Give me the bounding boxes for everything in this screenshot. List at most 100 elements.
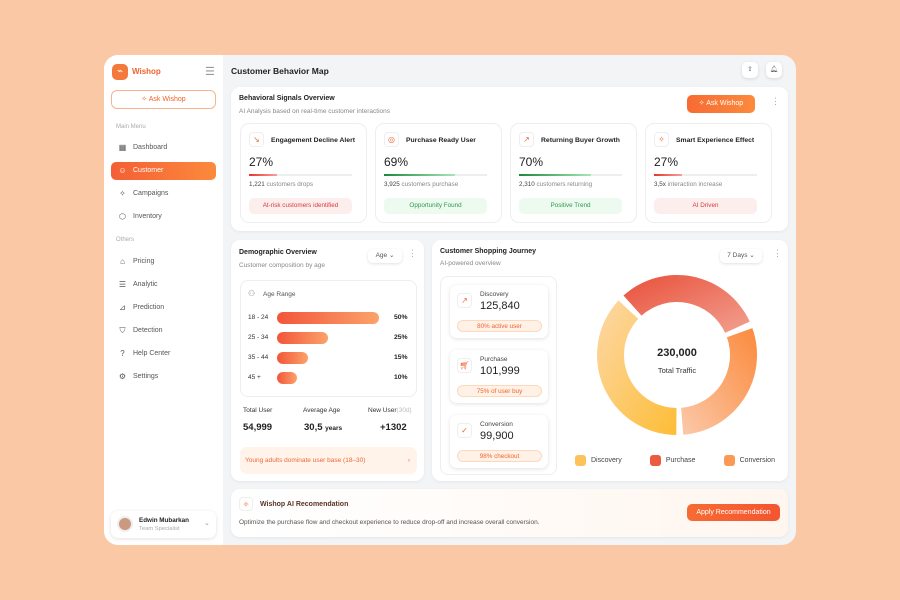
donut-segment-conversion <box>681 328 757 435</box>
shield-icon: ⛉ <box>119 326 126 335</box>
recommendation-panel: ✧ Wishop AI Recomendation Optimize the p… <box>231 489 788 537</box>
signal-card[interactable]: ✧ Smart Experience Effect 27% 3,5x inter… <box>645 123 772 223</box>
sparkle-icon: ✧ <box>119 189 126 198</box>
sidebar-item-customer[interactable]: ☺ Customer <box>111 162 216 180</box>
signal-title: Purchase Ready User <box>406 137 476 144</box>
gear-icon: ⚙ <box>118 372 127 381</box>
more-icon[interactable]: ⋮ <box>773 248 782 258</box>
signal-badge: At-risk customers identified <box>249 198 352 214</box>
signals-panel: Behavioral Signals Overview AI Analysis … <box>231 87 788 231</box>
average-age-label: Average Age <box>303 407 341 414</box>
signal-card[interactable]: ◎ Purchase Ready User 69% 3,925 customer… <box>375 123 502 223</box>
signal-progress <box>519 174 622 176</box>
chart-legend: Discovery Purchase Conversion <box>575 455 775 466</box>
user-profile[interactable]: Edwin Mubarkan Team Specialist ⌄ <box>111 511 216 538</box>
sidebar-item-dashboard[interactable]: ▦ Dashboard <box>111 139 216 157</box>
donut-center-value: 230,000 <box>657 347 697 359</box>
sidebar-item-campaigns[interactable]: ✧ Campaigns <box>111 185 216 203</box>
target-icon: ◎ <box>384 132 399 147</box>
age-bar <box>277 332 328 344</box>
more-icon[interactable]: ⋮ <box>771 96 780 106</box>
signal-progress <box>654 174 757 176</box>
signal-card[interactable]: ↘ Engagement Decline Alert 27% 1,221 cus… <box>240 123 367 223</box>
signals-title: Behavioral Signals Overview <box>239 95 335 102</box>
avatar <box>117 516 133 532</box>
age-pct: 25% <box>394 334 408 341</box>
more-icon[interactable]: ⋮ <box>408 248 417 258</box>
page-title: Customer Behavior Map <box>231 66 329 76</box>
users-icon: ⚇ <box>248 289 256 298</box>
signal-desc: 1,221 customers drops <box>249 181 314 188</box>
box-icon: ⬡ <box>119 212 126 221</box>
journey-title: Customer Shopping Journey <box>440 248 537 255</box>
sidebar-item-inventory[interactable]: ⬡ Inventory <box>111 208 216 226</box>
signal-badge: AI Driven <box>654 198 757 214</box>
demographic-insight[interactable]: Young adults dominate user base (18–30) › <box>240 447 417 474</box>
sparkle-icon: ✧ <box>654 132 669 147</box>
sidebar-item-detection[interactable]: ⛉ Detection <box>111 322 216 340</box>
signal-badge: Positive Trend <box>519 198 622 214</box>
age-label: 18 - 24 <box>248 314 269 321</box>
ask-wishop-button[interactable]: ✧ Ask Wishop <box>687 95 755 113</box>
signal-desc: 3,5x interaction increase <box>654 181 723 188</box>
journey-step-conversion[interactable]: ✓ Conversion 99,900 98% checkout <box>450 415 548 468</box>
age-range-box: ⚇ Age Range 18 - 24 50% 25 - 34 25% 35 - 44 1… <box>240 280 417 397</box>
user-role: Team Specialist <box>139 526 180 532</box>
recommendation-title: Wishop AI Recomendation <box>260 501 349 508</box>
sidebar-item-pricing[interactable]: ⌂ Pricing <box>111 253 216 271</box>
donut-segment-discovery <box>597 300 677 435</box>
user-name: Edwin Mubarkan <box>139 517 190 524</box>
sidebar-item-analytic[interactable]: ☰ Analytic <box>111 276 216 294</box>
signal-value: 27% <box>249 155 274 169</box>
check-icon: ✓ <box>457 423 472 438</box>
demographic-subtitle: Customer composition by age <box>239 262 325 269</box>
age-pct: 50% <box>394 314 408 321</box>
demographic-panel: Demographic Overview Customer compositio… <box>231 240 424 481</box>
legend-item-purchase: Purchase <box>649 455 695 466</box>
total-user-label: Total User <box>243 407 273 414</box>
traffic-donut-chart <box>597 275 757 435</box>
signals-subtitle: AI Analysis based on real-time customer … <box>239 108 391 115</box>
cart-icon: 🛒︎ <box>457 358 472 373</box>
journey-steps: ↗ Discovery 125,840 80% active user 🛒︎ P… <box>440 276 557 475</box>
age-bar <box>277 352 308 364</box>
app-window: ⌁ Wishop ☰ ✧ Ask Wishop Main Menu ▦ Dashb… <box>104 55 796 545</box>
recommendation-text: Optimize the purchase flow and checkout … <box>239 519 540 526</box>
export-icon[interactable]: ⇪ <box>742 62 758 78</box>
others-label: Others <box>116 237 135 243</box>
apply-recommendation-button[interactable]: Apply Recommendation <box>687 504 780 521</box>
period-dropdown[interactable]: 7 Days ⌄ <box>720 249 762 263</box>
signal-title: Returning Buyer Growth <box>541 137 620 144</box>
bell-icon[interactable]: 🔔︎ <box>766 62 782 78</box>
trend-down-icon: ↘ <box>249 132 264 147</box>
wishop-logo-icon: ⌁ <box>112 64 128 80</box>
signal-value: 70% <box>519 155 544 169</box>
signal-card[interactable]: ↗ Returning Buyer Growth 70% 2,310 custo… <box>510 123 637 223</box>
average-age-value: 30,5 years <box>304 422 343 433</box>
age-pct: 10% <box>394 374 408 381</box>
step-note: 98% checkout <box>457 450 542 462</box>
sidebar-item-help-center[interactable]: ? Help Center <box>111 345 216 363</box>
total-user-value: 54,999 <box>243 422 273 433</box>
journey-step-discovery[interactable]: ↗ Discovery 125,840 80% active user <box>450 285 548 338</box>
sidebar-item-prediction[interactable]: ⊿ Prediction <box>111 299 216 317</box>
donut-center-label: Total Traffic <box>657 366 697 375</box>
age-filter-dropdown[interactable]: Age ⌄ <box>368 249 402 263</box>
journey-panel: Customer Shopping Journey AI-powered ove… <box>432 240 788 481</box>
user-icon: ☺ <box>118 166 127 175</box>
chevron-right-icon: › <box>407 457 410 464</box>
analytic-icon: ☰ <box>118 280 127 289</box>
legend-swatch <box>723 455 735 466</box>
journey-step-purchase[interactable]: 🛒︎ Purchase 101,999 75% of user buy <box>450 350 548 403</box>
signal-value: 27% <box>654 155 679 169</box>
signal-title: Smart Experience Effect <box>676 137 755 144</box>
ask-wishop-sidebar-button[interactable]: ✧ Ask Wishop <box>111 90 216 109</box>
trend-icon: ↗ <box>457 293 472 308</box>
sidebar-item-settings[interactable]: ⚙ Settings <box>111 368 216 386</box>
legend-item-discovery: Discovery <box>575 455 622 466</box>
menu-toggle-icon[interactable]: ☰ <box>205 66 215 78</box>
main-menu-label: Main Menu <box>116 124 146 130</box>
grid-icon: ▦ <box>118 143 127 152</box>
signal-badge: Opportunity Found <box>384 198 487 214</box>
tag-icon: ⌂ <box>120 257 125 266</box>
